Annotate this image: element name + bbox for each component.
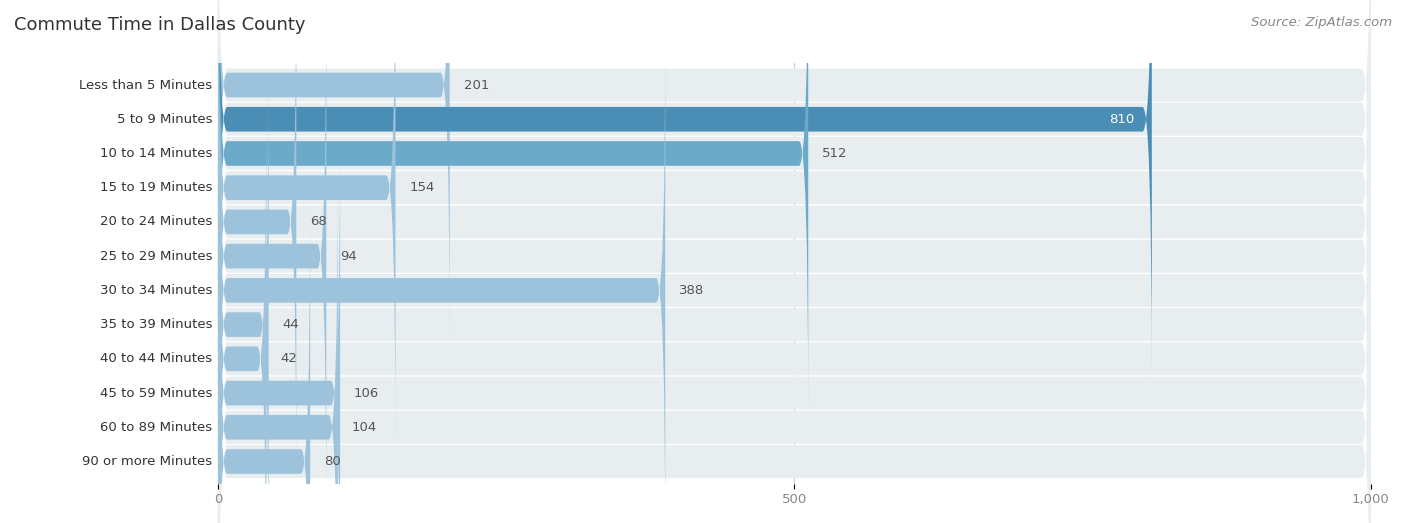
FancyBboxPatch shape xyxy=(218,0,326,518)
Text: Less than 5 Minutes: Less than 5 Minutes xyxy=(79,78,212,92)
Text: 25 to 29 Minutes: 25 to 29 Minutes xyxy=(100,249,212,263)
Text: 810: 810 xyxy=(1109,113,1135,126)
Text: Source: ZipAtlas.com: Source: ZipAtlas.com xyxy=(1251,16,1392,29)
Text: 94: 94 xyxy=(340,249,357,263)
FancyBboxPatch shape xyxy=(218,29,665,523)
Text: 106: 106 xyxy=(354,386,380,400)
FancyBboxPatch shape xyxy=(218,0,1371,343)
Text: 80: 80 xyxy=(323,455,340,468)
Text: 512: 512 xyxy=(823,147,848,160)
Text: 388: 388 xyxy=(679,284,704,297)
FancyBboxPatch shape xyxy=(218,0,1371,479)
FancyBboxPatch shape xyxy=(218,67,1371,523)
Text: 201: 201 xyxy=(464,78,489,92)
Text: 35 to 39 Minutes: 35 to 39 Minutes xyxy=(100,318,212,331)
Text: 20 to 24 Minutes: 20 to 24 Minutes xyxy=(100,215,212,229)
FancyBboxPatch shape xyxy=(218,33,1371,523)
Text: 10 to 14 Minutes: 10 to 14 Minutes xyxy=(100,147,212,160)
Text: 15 to 19 Minutes: 15 to 19 Minutes xyxy=(100,181,212,194)
Text: Commute Time in Dallas County: Commute Time in Dallas County xyxy=(14,16,305,33)
Text: 60 to 89 Minutes: 60 to 89 Minutes xyxy=(100,421,212,434)
Text: 40 to 44 Minutes: 40 to 44 Minutes xyxy=(100,353,212,366)
FancyBboxPatch shape xyxy=(218,101,1371,523)
Text: 154: 154 xyxy=(409,181,434,194)
Text: 5 to 9 Minutes: 5 to 9 Minutes xyxy=(117,113,212,126)
FancyBboxPatch shape xyxy=(218,0,297,483)
FancyBboxPatch shape xyxy=(218,63,269,523)
Text: 68: 68 xyxy=(311,215,328,229)
FancyBboxPatch shape xyxy=(218,0,1371,514)
FancyBboxPatch shape xyxy=(218,97,266,523)
FancyBboxPatch shape xyxy=(218,0,395,449)
Text: 45 to 59 Minutes: 45 to 59 Minutes xyxy=(100,386,212,400)
Text: 90 or more Minutes: 90 or more Minutes xyxy=(82,455,212,468)
FancyBboxPatch shape xyxy=(218,0,1371,377)
FancyBboxPatch shape xyxy=(218,0,808,415)
FancyBboxPatch shape xyxy=(218,204,1371,523)
Text: 30 to 34 Minutes: 30 to 34 Minutes xyxy=(100,284,212,297)
FancyBboxPatch shape xyxy=(218,200,311,523)
FancyBboxPatch shape xyxy=(218,0,450,347)
FancyBboxPatch shape xyxy=(218,0,1152,381)
Text: 44: 44 xyxy=(283,318,299,331)
Text: 42: 42 xyxy=(280,353,297,366)
FancyBboxPatch shape xyxy=(218,135,1371,523)
Text: 104: 104 xyxy=(352,421,377,434)
FancyBboxPatch shape xyxy=(218,0,1371,411)
FancyBboxPatch shape xyxy=(218,166,337,523)
FancyBboxPatch shape xyxy=(218,170,1371,523)
FancyBboxPatch shape xyxy=(218,0,1371,445)
FancyBboxPatch shape xyxy=(218,132,340,523)
